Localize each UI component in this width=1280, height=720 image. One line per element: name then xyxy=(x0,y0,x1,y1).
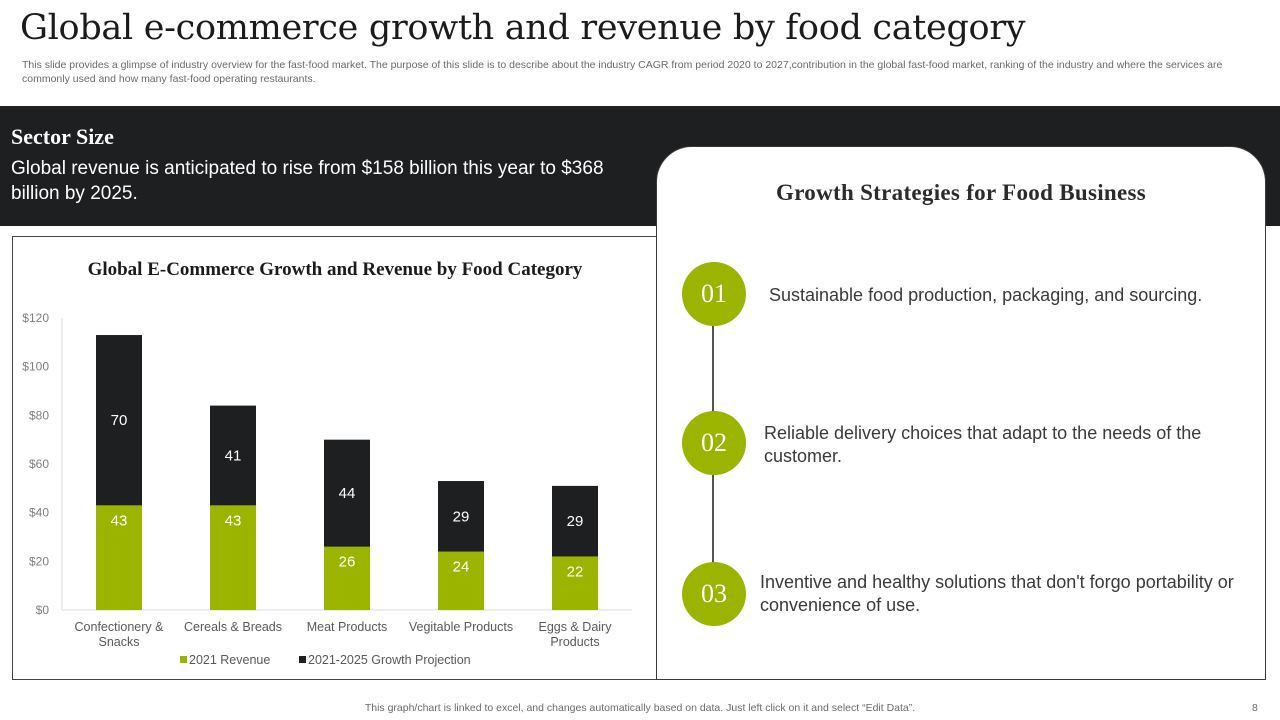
bar-revenue-2021 xyxy=(96,505,142,610)
strategies-card xyxy=(656,146,1266,680)
y-tick-label: $80 xyxy=(29,408,49,422)
slide-subtitle: This slide provides a glimpse of industr… xyxy=(22,59,1223,85)
bar-growth-projection xyxy=(324,439,370,547)
page-number: 8 xyxy=(1252,702,1258,714)
x-tick-label: Cereals & Breads xyxy=(184,620,282,634)
strategy-item-text: Sustainable food production, packaging, … xyxy=(769,285,1203,305)
y-tick-label: $20 xyxy=(29,554,49,568)
strategy-item-text: Reliable delivery choices that adapt to … xyxy=(764,423,1202,466)
revenue-chart[interactable]: Global E-Commerce Growth and Revenue by … xyxy=(12,236,662,680)
legend-label: 2021-2025 Growth Projection xyxy=(308,653,471,667)
chart-title: Global E-Commerce Growth and Revenue by … xyxy=(88,259,583,280)
step-number-badge: 03 xyxy=(682,562,746,626)
x-tick-label: Vegitable Products xyxy=(409,620,513,634)
bar-data-label: 44 xyxy=(339,485,356,502)
bar-revenue-2021 xyxy=(324,546,370,610)
bar-data-label: 26 xyxy=(339,554,356,571)
bar-revenue-2021 xyxy=(552,556,598,610)
bar-data-label: 22 xyxy=(567,563,584,580)
y-tick-label: $100 xyxy=(22,360,49,374)
bar-data-label: 24 xyxy=(453,559,470,576)
bar-growth-projection xyxy=(210,405,256,506)
bar-data-label: 41 xyxy=(225,447,242,464)
legend-swatch-growth xyxy=(299,656,306,663)
y-tick-label: $120 xyxy=(22,311,49,325)
bar-revenue-2021 xyxy=(210,505,256,610)
slide-title: Global e-commerce growth and revenue by … xyxy=(20,8,1026,48)
bar-data-label: 43 xyxy=(111,512,128,529)
x-tick-label: Meat Products xyxy=(307,620,388,634)
bar-data-label: 29 xyxy=(567,513,584,530)
x-tick-label: Products xyxy=(550,635,599,649)
legend-label: 2021 Revenue xyxy=(189,653,270,667)
sector-size-description: Global revenue is anticipated to rise fr… xyxy=(11,158,604,204)
legend-swatch-revenue xyxy=(180,656,187,663)
bar-revenue-2021 xyxy=(438,551,484,610)
bar-growth-projection xyxy=(552,485,598,557)
bar-growth-projection xyxy=(96,335,142,506)
y-tick-label: $40 xyxy=(29,506,49,520)
footer-note: This graph/chart is linked to excel, and… xyxy=(364,702,916,714)
x-tick-label: Confectionery & xyxy=(75,620,165,634)
x-tick-label: Eggs & Dairy xyxy=(539,620,613,634)
bar-data-label: 29 xyxy=(453,508,470,525)
bar-data-label: 70 xyxy=(111,412,128,429)
strategies-title: Growth Strategies for Food Business xyxy=(776,180,1146,205)
step-number-badge: 02 xyxy=(682,411,746,475)
y-tick-label: $60 xyxy=(29,457,49,471)
sector-size-title: Sector Size xyxy=(11,124,114,149)
bar-growth-projection xyxy=(438,481,484,552)
step-number-badge: 01 xyxy=(682,262,746,326)
x-tick-label: Snacks xyxy=(99,635,140,649)
strategy-item-text: Inventive and healthy solutions that don… xyxy=(760,572,1234,615)
bar-data-label: 43 xyxy=(225,512,242,529)
y-tick-label: $0 xyxy=(36,603,50,617)
